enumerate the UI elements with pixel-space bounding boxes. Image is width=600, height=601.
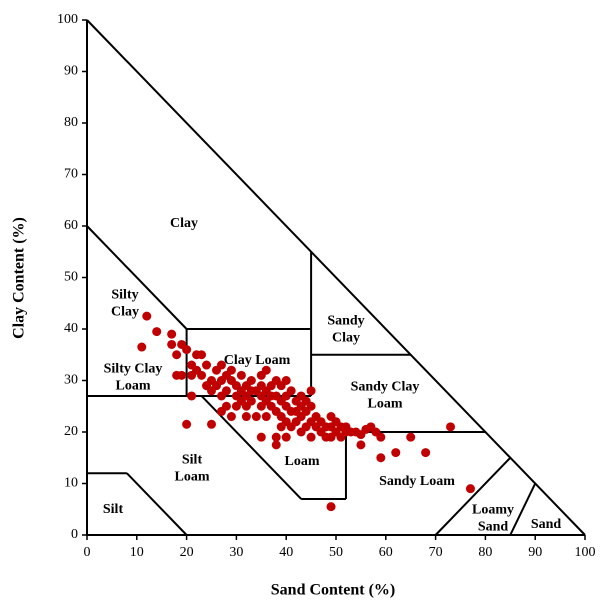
data-point [281,432,291,442]
y-tick-label: 100 [57,12,78,27]
data-point [167,329,177,339]
texture-boundary [86,19,586,536]
data-point [421,448,431,458]
region-label: Silt [182,453,203,468]
data-point [182,419,192,429]
data-point [221,386,231,396]
data-point [256,432,266,442]
data-point [271,440,281,450]
data-point [306,401,316,411]
data-point [216,406,226,416]
x-tick-label: 90 [528,545,542,560]
data-point [246,376,256,385]
data-point [246,396,256,406]
data-point [207,419,216,429]
data-point [356,440,366,450]
y-tick-label: 0 [71,527,78,542]
data-point [271,432,281,442]
data-point [286,386,296,396]
region-label: Sandy [327,314,364,329]
data-point [376,432,386,442]
y-tick-label: 40 [64,321,78,336]
data-point [197,350,207,360]
data-point [197,370,207,380]
region-label: Loam [175,470,210,485]
region-label: Clay [170,216,198,231]
x-tick-label: 10 [130,545,144,560]
data-point [446,422,456,432]
x-tick-label: 20 [180,545,194,560]
x-tick-label: 80 [478,545,492,560]
region-label: Loam [368,397,403,412]
data-point [465,484,475,494]
y-tick-label: 70 [64,167,78,182]
texture-boundary [126,472,188,536]
texture-boundary [509,483,537,536]
data-point [326,502,336,512]
data-point [306,386,316,396]
region-label: Loam [116,379,151,394]
x-tick-label: 0 [84,545,91,560]
data-point [182,345,192,355]
region-label: Sand [478,520,509,535]
data-point [261,412,271,422]
x-tick-label: 50 [329,545,343,560]
data-point [142,311,152,321]
data-point [172,350,182,360]
region-label: Clay Loam [224,353,291,368]
x-tick-label: 30 [229,545,243,560]
y-tick-label: 80 [64,115,78,130]
texture-boundary [200,395,302,500]
x-tick-label: 70 [429,545,443,560]
y-tick-label: 60 [64,218,78,233]
y-axis-title: Clay Content (%) [11,217,28,339]
data-point [216,360,226,370]
data-point [152,327,162,337]
x-tick-label: 60 [379,545,393,560]
data-point [376,453,386,463]
region-label: Silty [111,288,138,303]
data-point [281,376,291,385]
data-point [251,412,261,422]
y-tick-label: 90 [64,64,78,79]
region-label: Loam [285,454,320,469]
data-point [167,339,177,349]
y-tick-label: 30 [64,373,78,388]
data-point [226,412,236,422]
data-point [172,370,182,380]
data-point [261,365,271,375]
region-label: Clay [111,305,139,320]
region-label: Sandy Loam [379,474,455,489]
region-label: Sand [531,517,562,532]
data-point [226,365,236,375]
data-point [202,360,212,370]
region-label: Silty Clay [104,362,163,377]
region-label: Silt [103,502,124,517]
region-label: Sandy Clay [351,380,420,395]
texture-boundary [434,457,512,536]
data-point [137,342,147,352]
data-point [241,412,251,422]
y-tick-label: 10 [64,476,78,491]
x-axis-title: Sand Content (%) [271,582,395,599]
x-tick-label: 40 [279,545,293,560]
y-tick-label: 50 [64,270,78,285]
x-tick-label: 100 [575,545,596,560]
y-tick-label: 20 [64,424,78,439]
data-point [236,370,246,380]
data-point [187,391,197,401]
data-point [391,448,401,458]
region-label: Clay [332,331,360,346]
texture-boundary [86,225,188,330]
data-point [306,432,316,442]
data-point [406,432,416,442]
region-label: Loamy [472,503,514,518]
